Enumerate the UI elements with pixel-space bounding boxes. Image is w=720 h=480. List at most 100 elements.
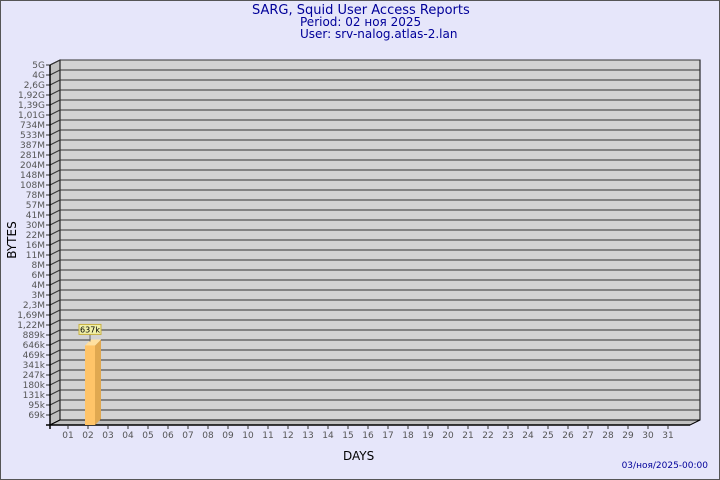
gridline-depth	[49, 409, 61, 416]
gridline-depth	[49, 269, 61, 276]
gridline-depth	[49, 319, 61, 326]
x-tick-label: 19	[422, 431, 434, 441]
y-tick-label: 646k	[23, 341, 46, 351]
x-tick-label: 01	[62, 431, 73, 441]
gridline-depth	[49, 349, 61, 356]
y-tick-label: 4G	[32, 71, 45, 81]
y-tick-label: 533M	[20, 131, 45, 141]
gridline-depth	[49, 159, 61, 166]
y-tick-label: 95k	[28, 401, 45, 411]
gridline-depth	[49, 129, 61, 136]
gridline-depth	[49, 359, 61, 366]
x-tick-label: 02	[82, 431, 93, 441]
gridline-depth	[49, 389, 61, 396]
x-tick-label: 25	[542, 431, 553, 441]
bar	[85, 345, 95, 425]
gridline-depth	[49, 169, 61, 176]
x-tick-label: 04	[122, 431, 134, 441]
bar-top	[85, 339, 101, 346]
y-tick-label: 247k	[23, 371, 46, 381]
y-tick-label: 3M	[32, 291, 46, 301]
y-axis-label: BYTES	[5, 221, 19, 258]
data-label: 637k	[80, 325, 100, 334]
x-tick-label: 13	[302, 431, 313, 441]
y-tick-label: 6M	[32, 271, 46, 281]
y-tick-label: 148M	[20, 171, 45, 181]
x-tick-label: 23	[502, 431, 513, 441]
y-tick-label: 11M	[26, 251, 45, 261]
x-tick-label: 17	[382, 431, 393, 441]
gridline-depth	[49, 139, 61, 146]
x-tick-label: 05	[142, 431, 153, 441]
y-tick-label: 734M	[20, 121, 45, 131]
y-tick-label: 8M	[32, 261, 46, 271]
gridline-depth	[49, 79, 61, 86]
gridline-depth	[49, 379, 61, 386]
y-tick-label: 341k	[23, 361, 46, 371]
x-tick-label: 15	[342, 431, 353, 441]
x-tick-label: 06	[162, 431, 174, 441]
gridline-depth	[49, 219, 61, 226]
gridline-depth	[49, 199, 61, 206]
x-tick-label: 10	[242, 431, 254, 441]
gridline-depth	[49, 289, 61, 296]
x-tick-label: 26	[562, 431, 574, 441]
y-tick-label: 1,39G	[18, 101, 45, 111]
gridline-depth	[49, 369, 61, 376]
x-tick-label: 09	[222, 431, 234, 441]
gridline-depth	[49, 89, 61, 96]
gridline-depth	[49, 69, 61, 76]
report-period: Period: 02 ноя 2025	[300, 15, 422, 29]
y-tick-label: 78M	[26, 191, 45, 201]
x-tick-label: 18	[402, 431, 414, 441]
gridline-depth	[49, 329, 61, 336]
y-tick-label: 69k	[28, 411, 45, 421]
y-tick-label: 131k	[23, 391, 46, 401]
gridline-depth	[49, 239, 61, 246]
gridline-depth	[49, 249, 61, 256]
y-tick-label: 889k	[23, 331, 46, 341]
generated-timestamp: 03/ноя/2025-00:00	[621, 461, 708, 471]
y-tick-label: 469k	[23, 351, 46, 361]
x-tick-label: 12	[282, 431, 293, 441]
y-tick-label: 4M	[32, 281, 46, 291]
x-tick-label: 16	[362, 431, 374, 441]
x-tick-label: 30	[642, 431, 654, 441]
y-tick-label: 22M	[26, 231, 45, 241]
x-tick-label: 21	[462, 431, 473, 441]
y-tick-label: 5G	[32, 61, 45, 71]
y-tick-label: 2,3M	[23, 301, 45, 311]
x-tick-label: 22	[482, 431, 493, 441]
report-title: SARG, Squid User Access Reports	[252, 3, 470, 18]
x-tick-label: 29	[622, 431, 634, 441]
gridline-depth	[49, 309, 61, 316]
x-tick-label: 31	[662, 431, 673, 441]
x-axis-label: DAYS	[343, 449, 374, 463]
x-tick-label: 28	[602, 431, 614, 441]
y-tick-label: 30M	[26, 221, 45, 231]
gridline-depth	[49, 109, 61, 116]
y-tick-label: 16M	[26, 241, 45, 251]
gridline-depth	[49, 279, 61, 286]
gridline-depth	[49, 229, 61, 236]
data-label-box	[78, 323, 102, 335]
gridline-depth	[49, 179, 61, 186]
gridline-depth	[49, 149, 61, 156]
y-tick-label: 1,22M	[17, 321, 45, 331]
x-tick-label: 03	[102, 431, 113, 441]
gridline-depth	[49, 399, 61, 406]
bar-side	[95, 339, 101, 425]
y-tick-label: 57M	[26, 201, 45, 211]
y-tick-label: 1,69M	[17, 311, 45, 321]
y-tick-label: 180k	[23, 381, 46, 391]
y-tick-label: 108M	[20, 181, 45, 191]
x-tick-label: 07	[182, 431, 193, 441]
x-tick-label: 08	[202, 431, 214, 441]
gridline-depth	[49, 119, 61, 126]
y-tick-label: 1,92G	[18, 91, 45, 101]
gridline-depth	[49, 99, 61, 106]
y-tick-label: 204M	[20, 161, 45, 171]
x-tick-label: 20	[442, 431, 454, 441]
gridline-depth	[49, 189, 61, 196]
x-tick-label: 27	[582, 431, 593, 441]
